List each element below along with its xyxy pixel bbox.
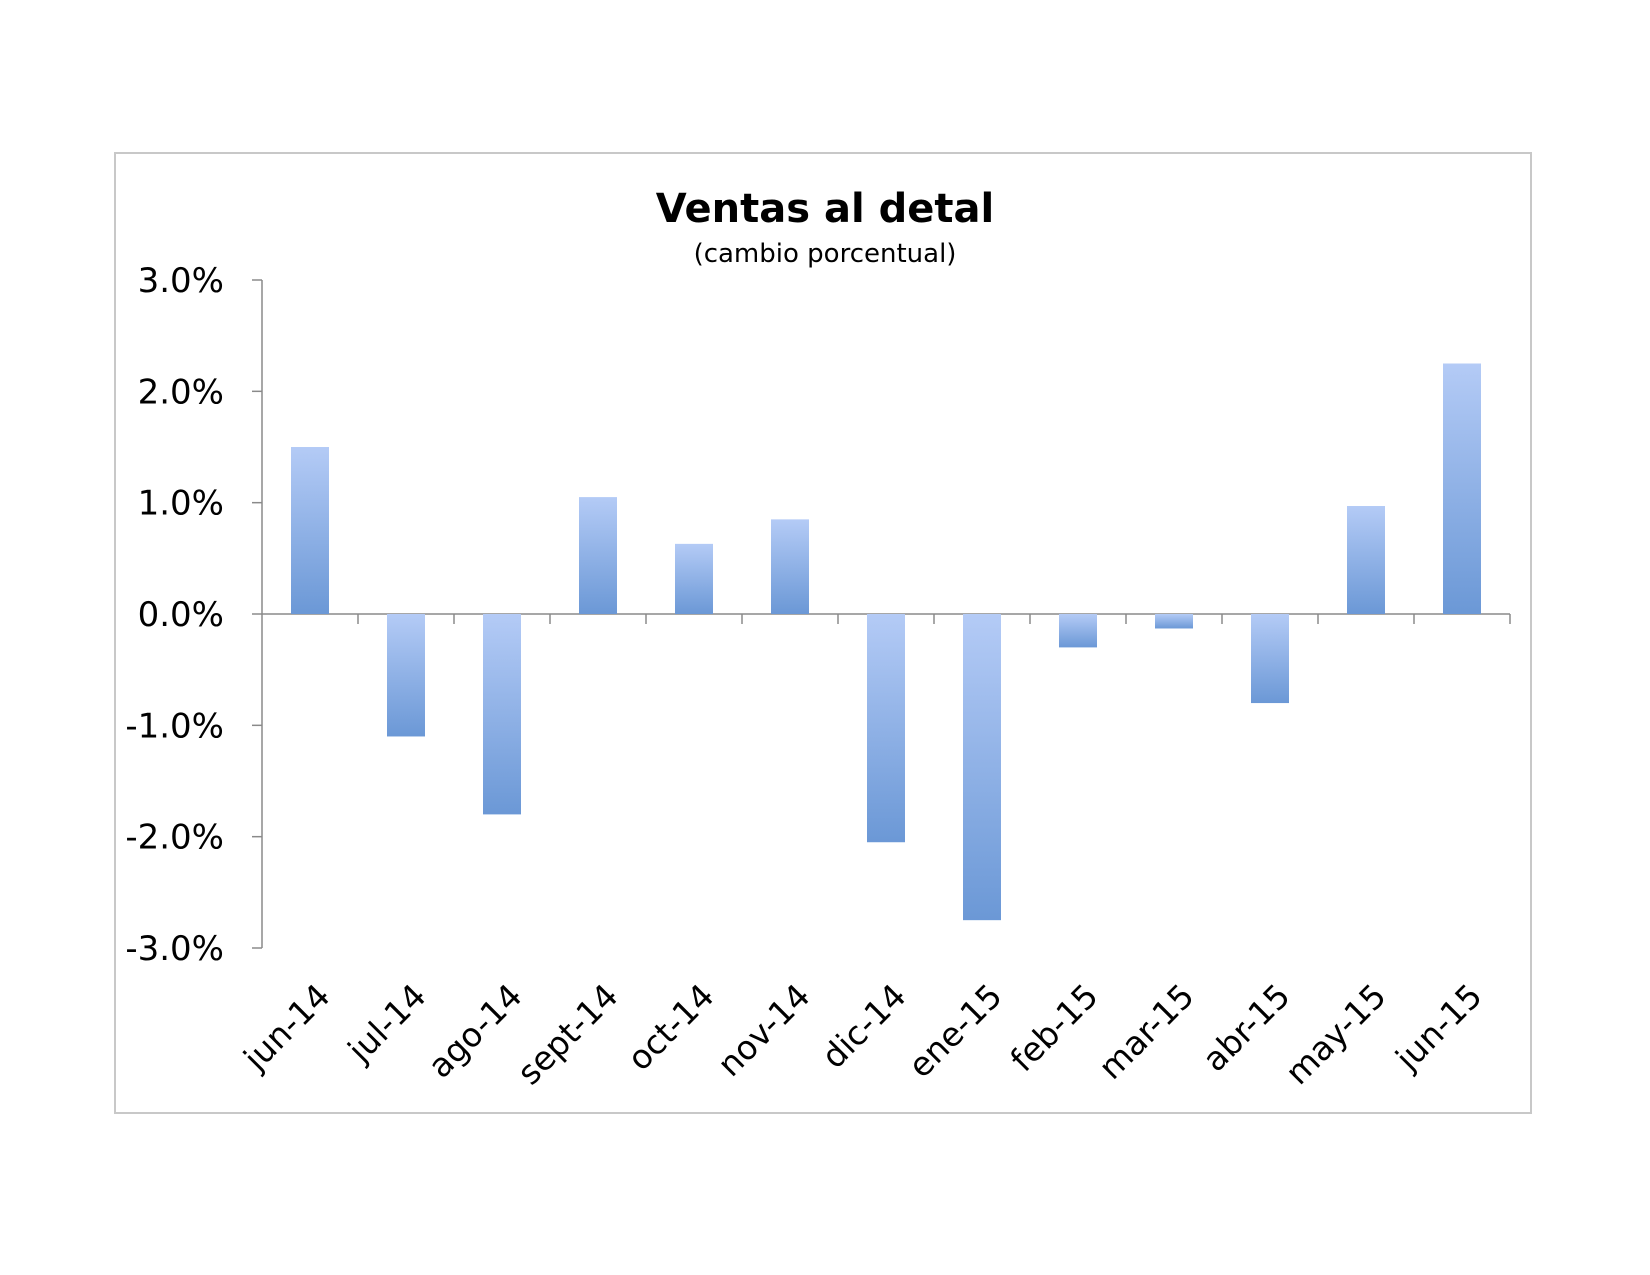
x-tick-label: nov-14	[710, 976, 818, 1084]
y-tick-label: 3.0%	[138, 261, 224, 301]
bar-may-15	[1347, 506, 1385, 614]
x-tick-label: jun-14	[235, 976, 337, 1078]
bar-ago-14	[483, 614, 521, 815]
x-tick-label: sept-14	[509, 976, 625, 1092]
y-tick-label: 2.0%	[138, 372, 224, 412]
bar-sept-14	[579, 497, 617, 614]
x-tick-label: dic-14	[814, 976, 914, 1076]
bar-oct-14	[675, 543, 713, 614]
x-tick-label: ene-15	[900, 976, 1009, 1085]
bar-nov-14	[771, 519, 809, 614]
bar-jul-14	[387, 614, 425, 737]
x-tick-label: jul-14	[340, 976, 434, 1070]
bar-mar-15	[1155, 614, 1193, 629]
x-tick-label: jun-15	[1387, 976, 1489, 1078]
x-tick-label: may-15	[1278, 976, 1394, 1092]
y-tick-label: 0.0%	[138, 595, 224, 635]
bar-jun-15	[1443, 363, 1481, 614]
chart-frame	[114, 152, 1532, 1114]
bars	[291, 363, 1481, 921]
y-tick-label: 1.0%	[138, 484, 224, 524]
bar-dic-14	[867, 614, 905, 843]
y-axis: 3.0% 2.0% 1.0% 0.0% -1.0% -2.0% -3.0%	[125, 261, 263, 969]
y-tick-label: -1.0%	[125, 706, 224, 746]
chart-subtitle: (cambio porcentual)	[694, 239, 957, 269]
y-tick-label: -2.0%	[125, 818, 224, 858]
x-tick-label: feb-15	[1003, 976, 1106, 1079]
y-tick-label: -3.0%	[125, 929, 224, 969]
x-tick-label: mar-15	[1091, 976, 1202, 1087]
bar-jun-14	[291, 447, 329, 614]
chart-title: Ventas al detal	[656, 186, 994, 232]
bar-abr-15	[1251, 614, 1289, 704]
bar-ene-15	[963, 614, 1001, 921]
bar-feb-15	[1059, 614, 1097, 648]
x-tick-label: oct-14	[620, 976, 722, 1078]
x-tick-labels: jun-14 jul-14ago-14sept-14oct-14nov-14dic…	[235, 976, 1489, 1092]
